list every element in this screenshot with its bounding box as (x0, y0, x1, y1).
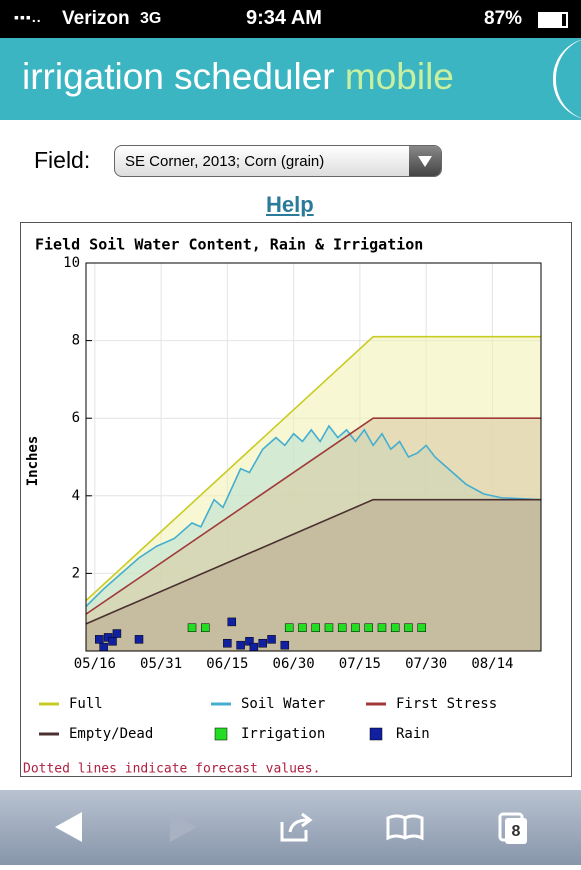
series-line (85, 498, 541, 625)
legend-label: Empty/Dead (69, 726, 153, 742)
marker (201, 623, 210, 632)
marker (337, 623, 347, 632)
select-arrow (409, 146, 441, 176)
legend-label: Rain (396, 726, 430, 742)
marker (311, 623, 320, 632)
legend-swatch (214, 727, 228, 741)
y-tick-label: 10 (63, 255, 80, 271)
status-bar: ▪▪▪.. Verizon 3G 9:34 AM 87% (0, 0, 581, 38)
series-line (85, 335, 541, 602)
title-main: irrigation scheduler (22, 56, 335, 97)
tabs-button[interactable]: 8 (498, 812, 527, 844)
back-button[interactable] (55, 812, 82, 842)
title-accent: mobile (344, 56, 454, 97)
y-tick-label: 6 (72, 410, 80, 426)
x-tick-label: 05/16 (74, 656, 116, 672)
browser-toolbar: 8 (0, 790, 581, 865)
footnote: Dotted lines indicate forecast values. (23, 762, 320, 777)
marker (280, 640, 290, 650)
marker (236, 640, 245, 650)
y-tick-label: 2 (72, 565, 80, 581)
legend-label: First Stress (396, 696, 497, 712)
marker (390, 623, 400, 632)
network: 3G (140, 10, 162, 27)
chart: Field Soil Water Content, Rain & Irrigat… (23, 236, 542, 777)
series-line (85, 417, 541, 615)
marker (245, 637, 254, 646)
x-tick-label: 07/30 (405, 656, 447, 672)
signal: ▪▪▪.. (14, 9, 42, 25)
marker (112, 629, 122, 638)
app-header: irrigation scheduler mobile (0, 38, 581, 120)
toolbar-icons: 8 (55, 812, 527, 844)
header-arc (553, 38, 581, 120)
x-tick-label: 05/31 (140, 656, 182, 672)
carrier: Verizon (62, 8, 130, 29)
marker (298, 623, 307, 632)
x-tick-label: 06/15 (206, 656, 248, 672)
battery-icon (538, 12, 568, 28)
marker (417, 623, 426, 632)
marker (258, 638, 267, 648)
share-button[interactable] (280, 812, 313, 842)
marker (284, 623, 294, 632)
field-value: SE Corner, 2013; Corn (grain) (125, 153, 325, 170)
chart-box: Field Soil Water Content, Rain & Irrigat… (20, 222, 572, 777)
time: 9:34 AM (246, 7, 322, 29)
chart-title: Field Soil Water Content, Rain & Irrigat… (35, 236, 423, 254)
marker (267, 635, 276, 644)
marker (134, 635, 144, 644)
bookmarks-button[interactable] (386, 814, 424, 841)
marker (324, 623, 334, 632)
legend-label: Full (69, 696, 103, 712)
x-tick-label: 06/30 (273, 656, 315, 672)
marker (223, 638, 232, 648)
y-axis-label: Inches (25, 436, 41, 487)
battery-level: 87% (484, 8, 523, 29)
x-tick-label: 08/14 (471, 656, 513, 672)
y-tick-label: 4 (72, 488, 80, 504)
marker (377, 623, 387, 632)
plot-frame (85, 262, 542, 652)
marker (227, 617, 237, 627)
marker (99, 642, 108, 652)
legend-label: Irrigation (241, 726, 325, 742)
app-title: irrigation scheduler mobile (22, 56, 454, 98)
marker (108, 637, 117, 646)
field-label: Field: (34, 147, 91, 173)
help-link[interactable]: Help (266, 192, 314, 217)
marker (187, 623, 197, 632)
legend-label: Soil Water (241, 696, 325, 712)
legend-swatch (369, 727, 383, 741)
marker (95, 635, 104, 644)
marker (364, 623, 373, 632)
marker (404, 623, 413, 632)
x-tick-label: 07/15 (339, 656, 381, 672)
forward-button[interactable] (170, 812, 197, 842)
marker (351, 623, 360, 632)
tabs-count: 8 (512, 823, 521, 840)
marker (249, 642, 259, 652)
area-fill (86, 499, 541, 651)
y-tick-label: 8 (72, 333, 80, 349)
series-line (85, 424, 542, 607)
field-select[interactable]: SE Corner, 2013; Corn (grain) (114, 145, 442, 177)
